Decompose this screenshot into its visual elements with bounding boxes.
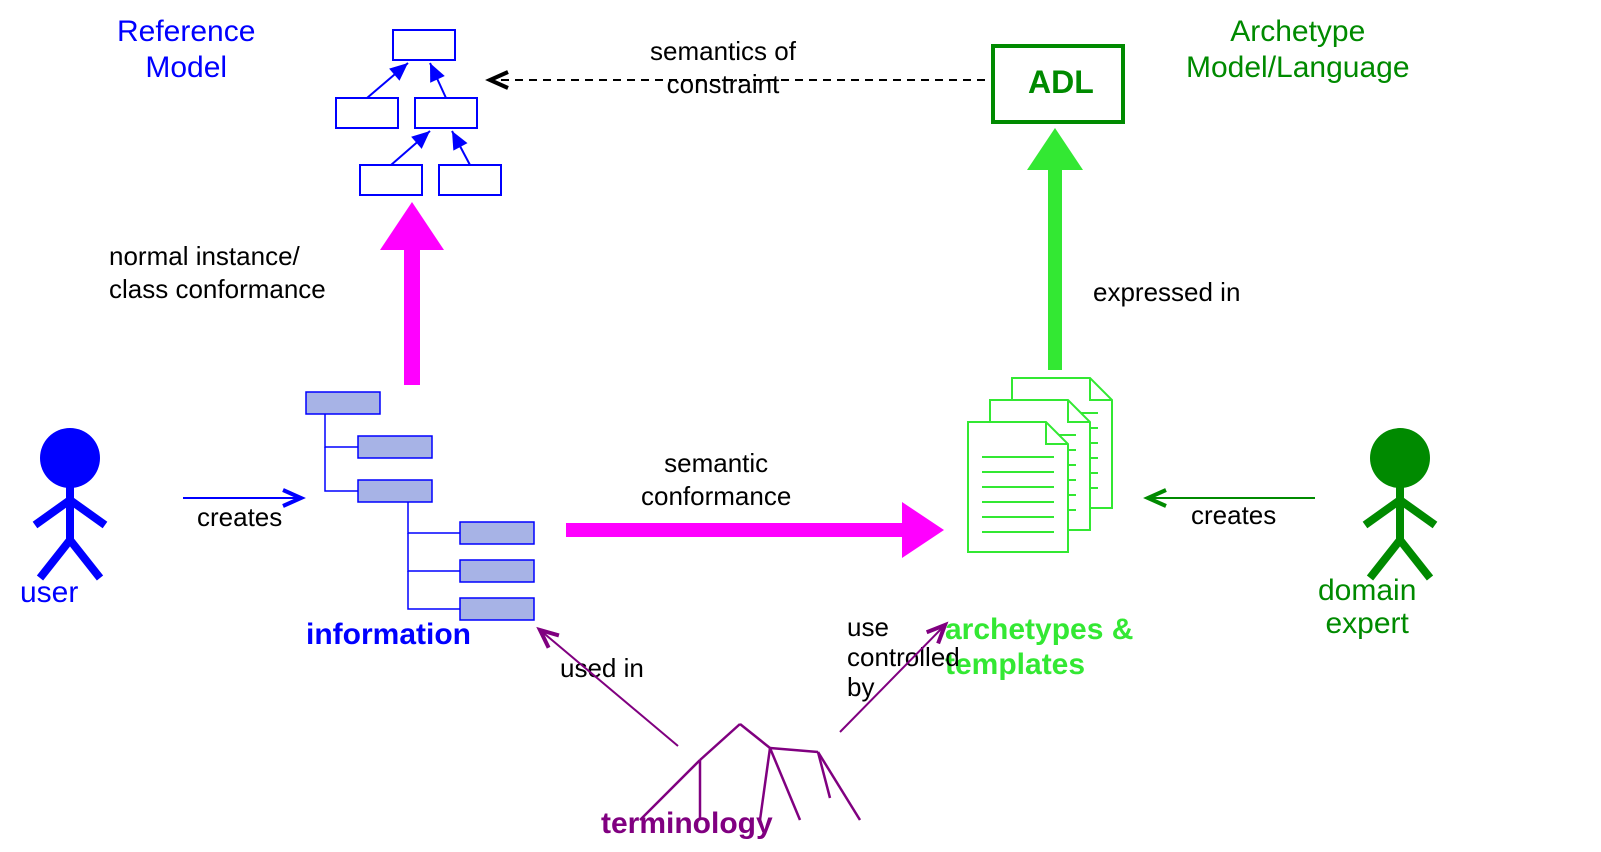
information-connectors [325,414,460,609]
domain-expert-icon [1365,428,1435,578]
creates-right-label: creates [1191,500,1276,531]
information-label: information [306,618,471,652]
creates-left-label: creates [197,502,282,533]
normal-instance-label: normal instance/ class conformance [109,240,326,305]
used-in-label: used in [560,653,644,684]
terminology-tree [640,724,860,820]
archetypes-templates-label: archetypes & templates [945,613,1133,682]
archetype-model-language-title: Archetype Model/Language [1186,14,1410,86]
expressed-in-label: expressed in [1093,277,1240,308]
reference-model-title: Reference Model [117,14,255,86]
semantic-conformance-label: semantic conformance [641,447,791,512]
use-controlled-by-label: use controlled by [847,613,960,703]
adl-label: ADL [1028,64,1094,101]
diagram-svg [0,0,1601,852]
user-icon [35,428,105,578]
documents-stack [968,378,1112,552]
user-label: user [20,576,78,610]
terminology-label: terminology [601,807,773,841]
semantics-constraint-label: semantics of constraint [650,35,796,100]
information-boxes [306,392,534,620]
reference-model-tree [336,30,501,195]
used-in-arrow [540,630,678,746]
domain-expert-label: domain expert [1318,574,1416,640]
